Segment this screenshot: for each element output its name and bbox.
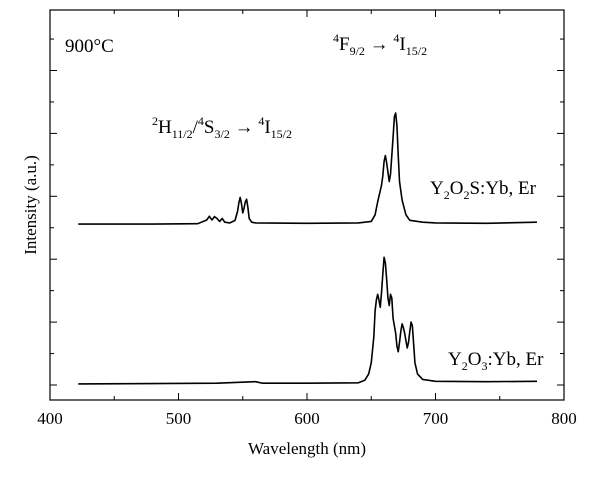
series-label-bottom-part-0: Y bbox=[448, 349, 462, 370]
series-label-bottom-part-4: :Yb, Er bbox=[487, 349, 544, 370]
transition-green-part-6: 3/2 bbox=[214, 127, 229, 141]
transition-green-part-0: 2 bbox=[152, 114, 158, 128]
transition-green-part-4: 4 bbox=[198, 114, 204, 128]
plot-frame bbox=[49, 9, 565, 401]
transition-red-part-2: 9/2 bbox=[350, 44, 365, 58]
transition-green-annotation: 2H11/2/4S3/2 → 4I15/2 bbox=[152, 114, 292, 141]
x-tick-label: 600 bbox=[294, 409, 320, 428]
transition-green-part-10: 15/2 bbox=[271, 127, 292, 141]
series-label-bottom-part-3: 3 bbox=[481, 359, 487, 373]
x-tick-label: 400 bbox=[37, 409, 63, 428]
series-line-1 bbox=[78, 256, 538, 385]
transition-red-annotation: 4F9/2 → 4I15/2 bbox=[333, 31, 427, 58]
transition-red-part-4: 4 bbox=[393, 31, 399, 45]
series-label-top-part-0: Y bbox=[430, 178, 444, 199]
series-label-bottom-part-2: O bbox=[468, 349, 482, 370]
temperature-annotation: 900°C bbox=[65, 36, 114, 57]
series-label-top-part-3: 2 bbox=[463, 188, 469, 202]
transition-red-part-1: F bbox=[339, 34, 350, 55]
x-axis-ticks bbox=[49, 10, 565, 400]
transition-green-part-1: H bbox=[158, 117, 172, 138]
y-axis-ticks bbox=[50, 38, 564, 386]
transition-red-part-5: I bbox=[399, 34, 405, 55]
series-label-bottom: Y2O3:Yb, Er bbox=[448, 349, 544, 373]
series-line-0 bbox=[78, 112, 538, 225]
series-label-top: Y2O2S:Yb, Er bbox=[430, 178, 537, 202]
series-label-bottom-part-1: 2 bbox=[462, 359, 468, 373]
transition-green-part-7: → bbox=[230, 117, 259, 138]
transition-green-part-9: I bbox=[264, 117, 270, 138]
transition-red-part-3: → bbox=[365, 34, 394, 55]
transition-green-part-8: 4 bbox=[258, 114, 264, 128]
transition-red-part-6: 15/2 bbox=[406, 44, 427, 58]
transition-green-part-2: 11/2 bbox=[172, 127, 193, 141]
x-tick-label: 500 bbox=[166, 409, 192, 428]
x-tick-label: 700 bbox=[423, 409, 449, 428]
transition-green-part-5: S bbox=[204, 117, 215, 138]
x-axis-tick-labels: 400 500 600 700 800 bbox=[37, 409, 577, 428]
transition-red-part-0: 4 bbox=[333, 31, 339, 45]
transition-green-part-3: / bbox=[193, 117, 199, 138]
x-tick-label: 800 bbox=[551, 409, 577, 428]
series-label-top-part-1: 2 bbox=[444, 188, 450, 202]
series-label-top-part-2: O bbox=[450, 178, 464, 199]
series-label-top-part-4: S:Yb, Er bbox=[469, 178, 536, 199]
x-axis-label: Wavelength (nm) bbox=[248, 439, 366, 458]
y-axis-label: Intensity (a.u.) bbox=[21, 155, 40, 255]
series-group bbox=[78, 112, 538, 385]
